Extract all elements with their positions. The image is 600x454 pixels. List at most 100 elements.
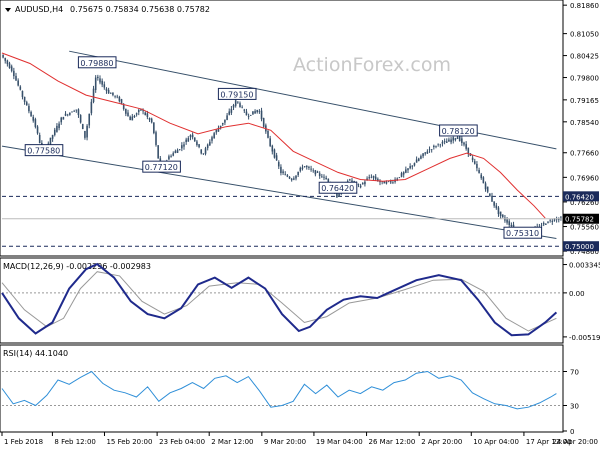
candle-body <box>157 145 159 159</box>
candle-body <box>508 221 511 226</box>
candle-body <box>553 219 556 221</box>
candle-body <box>277 162 280 167</box>
candle-body <box>202 153 205 155</box>
annotation-label: 0.79880 <box>80 59 113 68</box>
candle-body <box>316 171 319 173</box>
candle-body <box>310 168 312 170</box>
candle-body <box>21 90 24 97</box>
candle-body <box>262 118 265 127</box>
candle-body <box>6 60 9 65</box>
candle-body <box>237 101 239 103</box>
candle-body <box>200 149 203 154</box>
candle-body <box>204 148 207 154</box>
candle-body <box>155 132 157 145</box>
candle-body <box>97 76 99 79</box>
candle-body <box>428 149 431 151</box>
candle-body <box>323 176 325 178</box>
rsi-tick-label: 30 <box>570 403 579 411</box>
candle-body <box>75 109 78 111</box>
rsi-label: RSI(14) 44.1040 <box>3 349 68 358</box>
candle-body <box>357 184 360 185</box>
candle-body <box>489 193 491 197</box>
time-tick-label: 26 Mar 12:00 <box>369 438 416 446</box>
candle-body <box>73 111 75 112</box>
candle-body <box>129 116 131 121</box>
candle-body <box>325 177 327 180</box>
candle-body <box>90 101 93 114</box>
candle-body <box>482 177 485 184</box>
candle-body <box>140 109 142 111</box>
candle-body <box>109 93 112 94</box>
candle-body <box>174 151 177 153</box>
candle-body <box>349 179 351 181</box>
candle-body <box>133 115 136 118</box>
annotation-label: 0.79150 <box>220 90 253 99</box>
candle-body <box>101 80 103 85</box>
candle-body <box>34 119 37 127</box>
candle-body <box>555 218 558 220</box>
candle-body <box>38 134 41 143</box>
candle-body <box>312 170 315 172</box>
candle-body <box>176 149 179 153</box>
candle-body <box>437 143 439 145</box>
candle-body <box>144 112 147 115</box>
candle-body <box>219 125 222 129</box>
candle-body <box>112 92 114 96</box>
candle-body <box>441 141 444 144</box>
candle-body <box>189 135 192 138</box>
candle-body <box>396 178 399 181</box>
candle-body <box>413 163 416 166</box>
candle-body <box>415 159 418 163</box>
candle-body <box>245 111 248 116</box>
time-tick-label: 24 Apr 20:00 <box>552 438 598 446</box>
candle-body <box>71 111 73 113</box>
time-tick-label: 8 Feb 12:00 <box>54 438 95 446</box>
candle-body <box>275 155 278 161</box>
candle-body <box>545 223 547 225</box>
time-tick-label: 2 Apr 20:00 <box>421 438 462 446</box>
candle-body <box>10 66 13 71</box>
price-annotations: 0.79880 0.77580 0.79150 0.77120 0.76420 0.781… <box>24 56 543 239</box>
candle-body <box>478 170 480 173</box>
candle-body <box>15 75 17 81</box>
candle-body <box>36 126 39 134</box>
candle-body <box>17 80 19 86</box>
candle-body <box>172 153 175 156</box>
price-tick-label: 0.74860 <box>570 248 599 256</box>
candle-body <box>290 178 293 181</box>
candle-body <box>103 84 106 88</box>
candle-body <box>271 145 274 152</box>
horizontal-levels: 0.76420 0.75000 <box>2 191 599 252</box>
candle-body <box>209 141 211 146</box>
candle-body <box>433 145 435 148</box>
price-tick-label: 0.78540 <box>570 119 599 127</box>
candle-body <box>32 116 35 121</box>
price-tick-label: 0.76260 <box>570 199 599 207</box>
candle-body <box>297 171 299 176</box>
candle-body <box>92 88 95 102</box>
candle-body <box>424 152 427 154</box>
level-price-box <box>563 241 599 252</box>
candle-body <box>170 155 172 157</box>
candle-body <box>407 168 409 171</box>
candle-body <box>547 221 549 223</box>
level-price-label: 0.75000 <box>565 243 594 251</box>
candle-body <box>153 122 155 133</box>
candle-body <box>2 54 4 58</box>
candle-body <box>486 186 489 192</box>
candle-body <box>150 118 153 123</box>
rsi-tick-label: 70 <box>570 369 579 377</box>
candle-body <box>62 117 65 120</box>
time-axis: 1 Feb 2018 8 Feb 12:00 15 Feb 20:00 23 Feb … <box>1 432 598 446</box>
candle-body <box>258 111 261 112</box>
candle-body <box>30 111 32 117</box>
candle-body <box>105 88 108 91</box>
candle-body <box>484 183 487 190</box>
candle-body <box>196 141 198 145</box>
annotation-box <box>217 87 257 100</box>
candle-body <box>185 139 187 142</box>
candle-body <box>495 205 498 209</box>
candle-body <box>299 167 302 171</box>
price-tick-label: 0.79165 <box>570 97 599 105</box>
candle-body <box>53 129 56 135</box>
